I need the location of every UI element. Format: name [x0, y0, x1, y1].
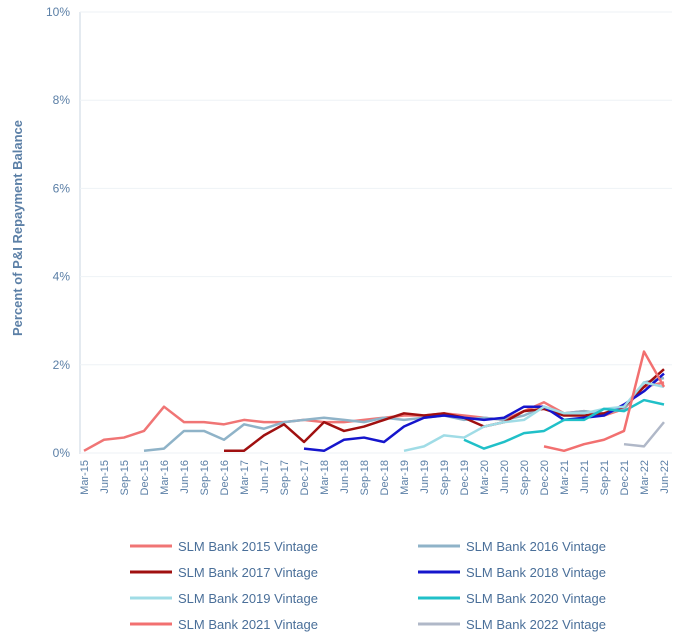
y-tick-label: 8% — [53, 93, 71, 107]
x-tick-label: Dec-21 — [619, 460, 631, 495]
x-tick-label: Dec-17 — [299, 460, 311, 495]
x-tick-label: Sep-16 — [199, 460, 211, 495]
y-tick-label: 10% — [46, 5, 70, 19]
x-tick-label: Dec-19 — [459, 460, 471, 495]
legend-label: SLM Bank 2015 Vintage — [178, 539, 318, 554]
x-tick-label: Mar-17 — [239, 460, 251, 495]
x-tick-label: Jun-21 — [579, 460, 591, 494]
x-tick-label: Jun-19 — [419, 460, 431, 494]
series-line — [143, 376, 665, 453]
legend-label: SLM Bank 2016 Vintage — [466, 539, 606, 554]
x-tick-label: Dec-20 — [539, 460, 551, 495]
series-line — [403, 381, 665, 453]
x-tick-label: Sep-21 — [599, 460, 611, 495]
x-tick-label: Sep-15 — [119, 460, 131, 495]
legend-label: SLM Bank 2019 Vintage — [178, 591, 318, 606]
series-line — [224, 368, 665, 453]
x-tick-label: Mar-18 — [319, 460, 331, 495]
x-tick-label: Dec-16 — [219, 460, 231, 495]
series-line — [543, 350, 666, 453]
x-tick-label: Mar-22 — [639, 460, 651, 495]
legend-label: SLM Bank 2020 Vintage — [466, 591, 606, 606]
y-tick-label: 4% — [53, 270, 71, 284]
y-tick-label: 6% — [53, 181, 71, 195]
x-tick-label: Jun-18 — [339, 460, 351, 494]
x-tick-label: Sep-20 — [519, 460, 531, 495]
x-tick-label: Mar-20 — [479, 460, 491, 495]
x-tick-label: Jun-20 — [499, 460, 511, 494]
y-axis-title: Percent of P&I Repayment Balance — [10, 120, 25, 336]
x-tick-label: Dec-18 — [379, 460, 391, 495]
legend-label: SLM Bank 2017 Vintage — [178, 565, 318, 580]
x-tick-label: Sep-17 — [279, 460, 291, 495]
legend-label: SLM Bank 2022 Vintage — [466, 617, 606, 632]
x-tick-label: Sep-19 — [439, 460, 451, 495]
x-tick-label: Jun-17 — [259, 460, 271, 494]
x-tick-label: Mar-19 — [399, 460, 411, 495]
series-line — [623, 421, 665, 448]
legend-label: SLM Bank 2018 Vintage — [466, 565, 606, 580]
x-tick-label: Mar-15 — [79, 460, 91, 495]
legend-label: SLM Bank 2021 Vintage — [178, 617, 318, 632]
x-tick-label: Mar-21 — [559, 460, 571, 495]
x-tick-label: Jun-16 — [179, 460, 191, 494]
series-line — [303, 372, 665, 453]
x-tick-label: Mar-16 — [159, 460, 171, 495]
y-tick-label: 2% — [53, 358, 71, 372]
y-tick-label: 0% — [53, 446, 71, 460]
x-tick-label: Jun-15 — [99, 460, 111, 494]
x-tick-label: Jun-22 — [659, 460, 671, 494]
x-tick-label: Dec-15 — [139, 460, 151, 495]
x-tick-label: Sep-18 — [359, 460, 371, 495]
